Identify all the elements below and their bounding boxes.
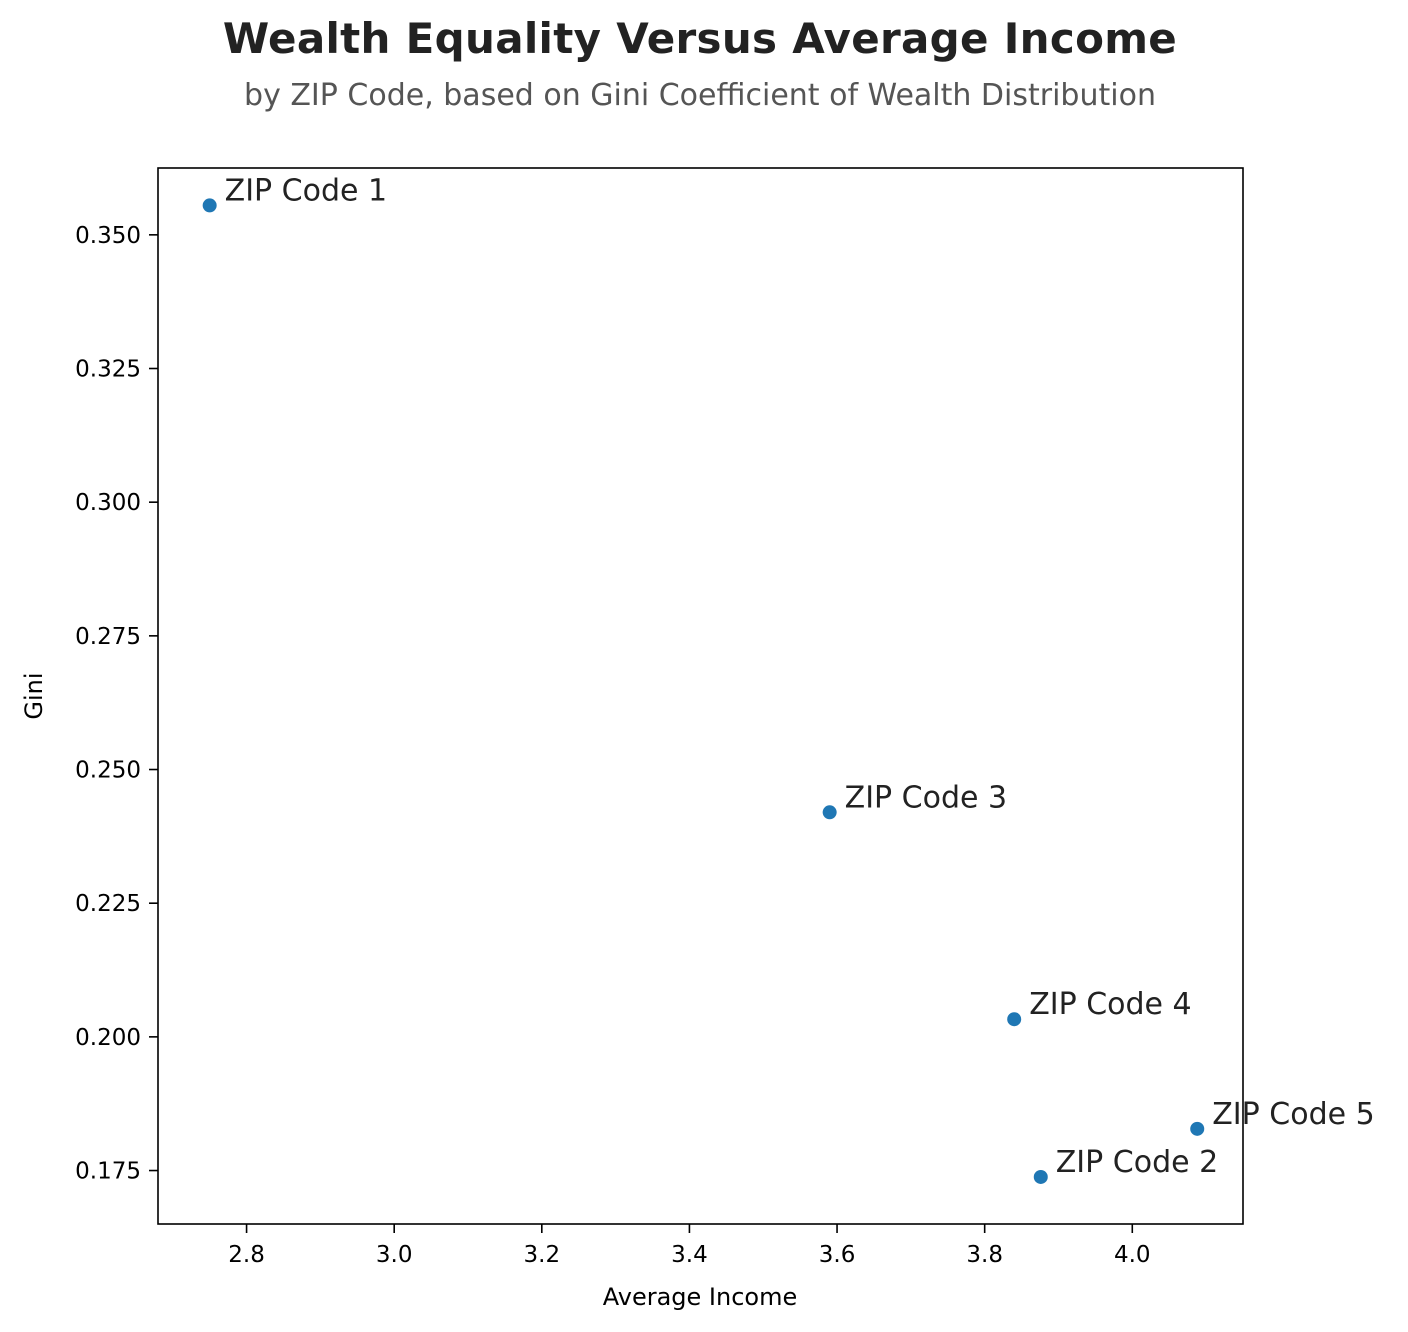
point-label: ZIP Code 1 [225,173,387,208]
scatter-point [822,805,837,820]
y-axis-label: Gini [20,672,48,719]
x-axis-label: Average Income [603,1283,798,1311]
y-tick-label: 0.325 [75,357,141,383]
y-tick-label: 0.200 [75,1025,141,1051]
point-label: ZIP Code 4 [1029,987,1191,1022]
x-tick-label: 3.4 [671,1242,708,1268]
x-tick-label: 3.8 [966,1242,1003,1268]
scatter-point [1033,1169,1048,1184]
point-label: ZIP Code 5 [1212,1097,1374,1132]
scatter-point [1007,1012,1022,1027]
x-tick-label: 3.6 [819,1242,856,1268]
y-tick-label: 0.250 [75,758,141,784]
y-tick-label: 0.275 [75,624,141,650]
y-tick-label: 0.225 [75,891,141,917]
plot-frame [157,167,1244,1225]
x-tick-label: 3.2 [524,1242,561,1268]
chart-title: Wealth Equality Versus Average Income [222,14,1178,63]
scatter-point [1190,1121,1205,1136]
y-tick-label: 0.300 [75,490,141,516]
x-tick-label: 4.0 [1114,1242,1151,1268]
chart-subtitle: by ZIP Code, based on Gini Coefficient o… [244,78,1156,113]
point-label: ZIP Code 3 [845,780,1007,815]
scatter-point [202,198,217,213]
ticks-layer: 2.8 3.0 3.2 3.4 3.6 3.8 4.0 0.175 0.200 0.225 0.25… [75,223,1150,1268]
y-tick-label: 0.175 [75,1159,141,1185]
points-layer: ZIP Code 1 ZIP Code 3 ZIP Code 4 ZIP Code 5… [202,173,1375,1184]
x-tick-label: 2.8 [228,1242,265,1268]
point-label: ZIP Code 2 [1056,1145,1218,1180]
x-tick-label: 3.0 [376,1242,413,1268]
y-tick-label: 0.350 [75,223,141,249]
